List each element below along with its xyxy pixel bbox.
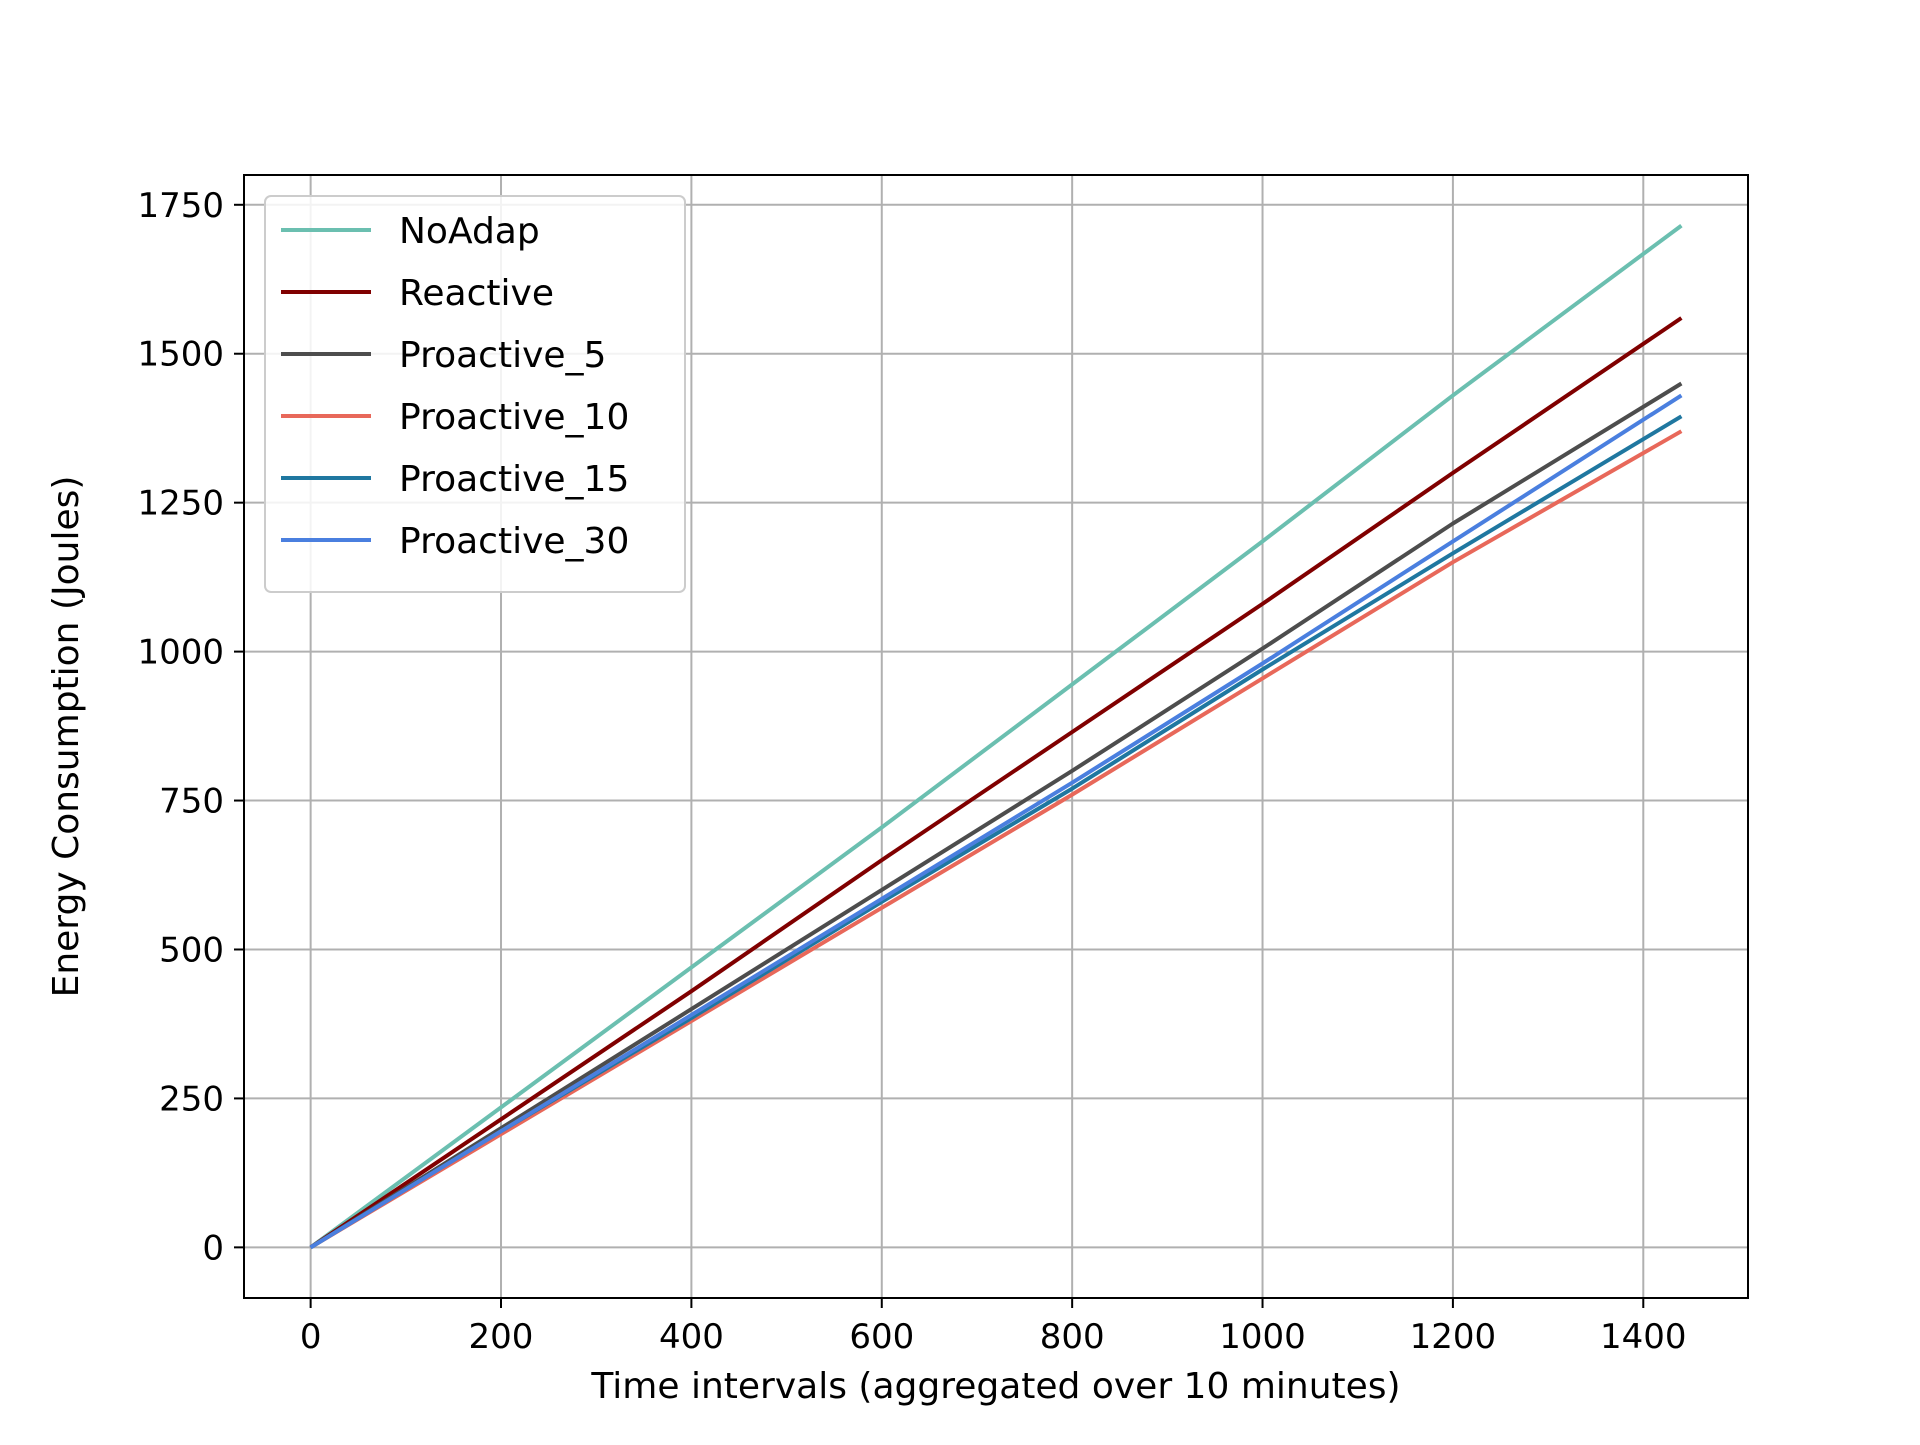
series-line-proactive-30 — [309, 393, 1683, 1250]
x-tick-label: 600 — [849, 1317, 914, 1357]
y-tick-label: 1000 — [137, 633, 224, 673]
legend-label: Proactive_30 — [399, 521, 629, 562]
y-tick-label: 1250 — [137, 484, 224, 524]
legend-label: NoAdap — [399, 211, 540, 252]
legend-label: Proactive_5 — [399, 335, 606, 376]
y-tick-label: 250 — [159, 1079, 224, 1119]
plot-frame — [243, 174, 1749, 1299]
y-axis-label: Energy Consumption (Joules) — [46, 476, 87, 998]
legend-label: Proactive_10 — [399, 397, 629, 438]
series-lines — [309, 223, 1683, 1250]
x-axis-label: Time intervals (aggregated over 10 minut… — [590, 1366, 1400, 1407]
y-tick-label: 1500 — [137, 335, 224, 375]
x-tick-label: 1400 — [1600, 1317, 1687, 1357]
legend-label: Reactive — [399, 273, 554, 314]
series-line-proactive-5 — [309, 381, 1683, 1250]
grid — [244, 175, 1748, 1298]
y-tick-label: 1750 — [137, 186, 224, 226]
x-tick-label: 400 — [659, 1317, 724, 1357]
legend-box — [264, 195, 686, 593]
x-tick-label: 1200 — [1410, 1317, 1497, 1357]
legend-label: Proactive_15 — [399, 459, 629, 500]
y-tick-label: 0 — [202, 1228, 224, 1268]
ticks: 0 200 400 600 800 1000 1200 1400 0 250 500 750 1000 1… — [137, 186, 1686, 1357]
series-line-proactive-10 — [309, 429, 1683, 1250]
series-line-reactive — [309, 316, 1683, 1250]
y-tick-label: 500 — [159, 930, 224, 970]
x-tick-label: 1000 — [1219, 1317, 1306, 1357]
series-line-noadap — [309, 223, 1683, 1250]
x-tick-label: 0 — [300, 1317, 322, 1357]
x-tick-label: 800 — [1040, 1317, 1105, 1357]
legend: NoAdap Reactive Proactive_5 Proactive_10 Pro… — [264, 195, 686, 593]
y-tick-label: 750 — [159, 782, 224, 822]
x-tick-label: 200 — [469, 1317, 534, 1357]
